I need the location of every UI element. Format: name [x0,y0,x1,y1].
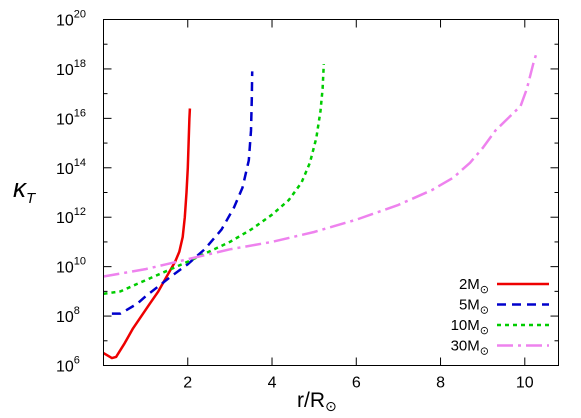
legend-label: 30M⊙ [451,338,489,358]
series-line [103,53,538,278]
legend-label: 10M⊙ [451,317,489,337]
y-tick-label: 1012 [56,206,86,227]
y-tick-label: 1014 [56,157,86,178]
x-tick-label: 8 [436,375,445,392]
x-tick-label: 4 [268,375,277,392]
y-tick-label: 106 [56,355,80,376]
x-tick-label: 10 [516,375,534,392]
series-line [103,63,326,296]
y-tick-label: 1018 [56,58,86,79]
y-tick-label: 108 [56,305,80,326]
y-tick-label: 1020 [56,9,86,30]
legend: 2M⊙5M⊙10M⊙30M⊙ [451,276,549,358]
y-tick-label: 1010 [56,256,86,277]
legend-label: 2M⊙ [459,276,489,296]
x-tick-label: 2 [183,375,192,392]
x-axis-title: r/R⊙ [297,389,337,414]
y-axis-title: κT [13,173,37,207]
y-tick-label: 1016 [56,107,86,128]
axis-ticks: 2 4 6 8 10 106 108 1010 1012 1014 1016 1018 1020 [56,9,559,392]
plot-frame [103,19,559,366]
series-line [102,108,192,360]
legend-label: 5M⊙ [459,297,489,317]
series-line [111,71,254,315]
series-lines [102,53,538,360]
x-tick-label: 6 [352,375,361,392]
